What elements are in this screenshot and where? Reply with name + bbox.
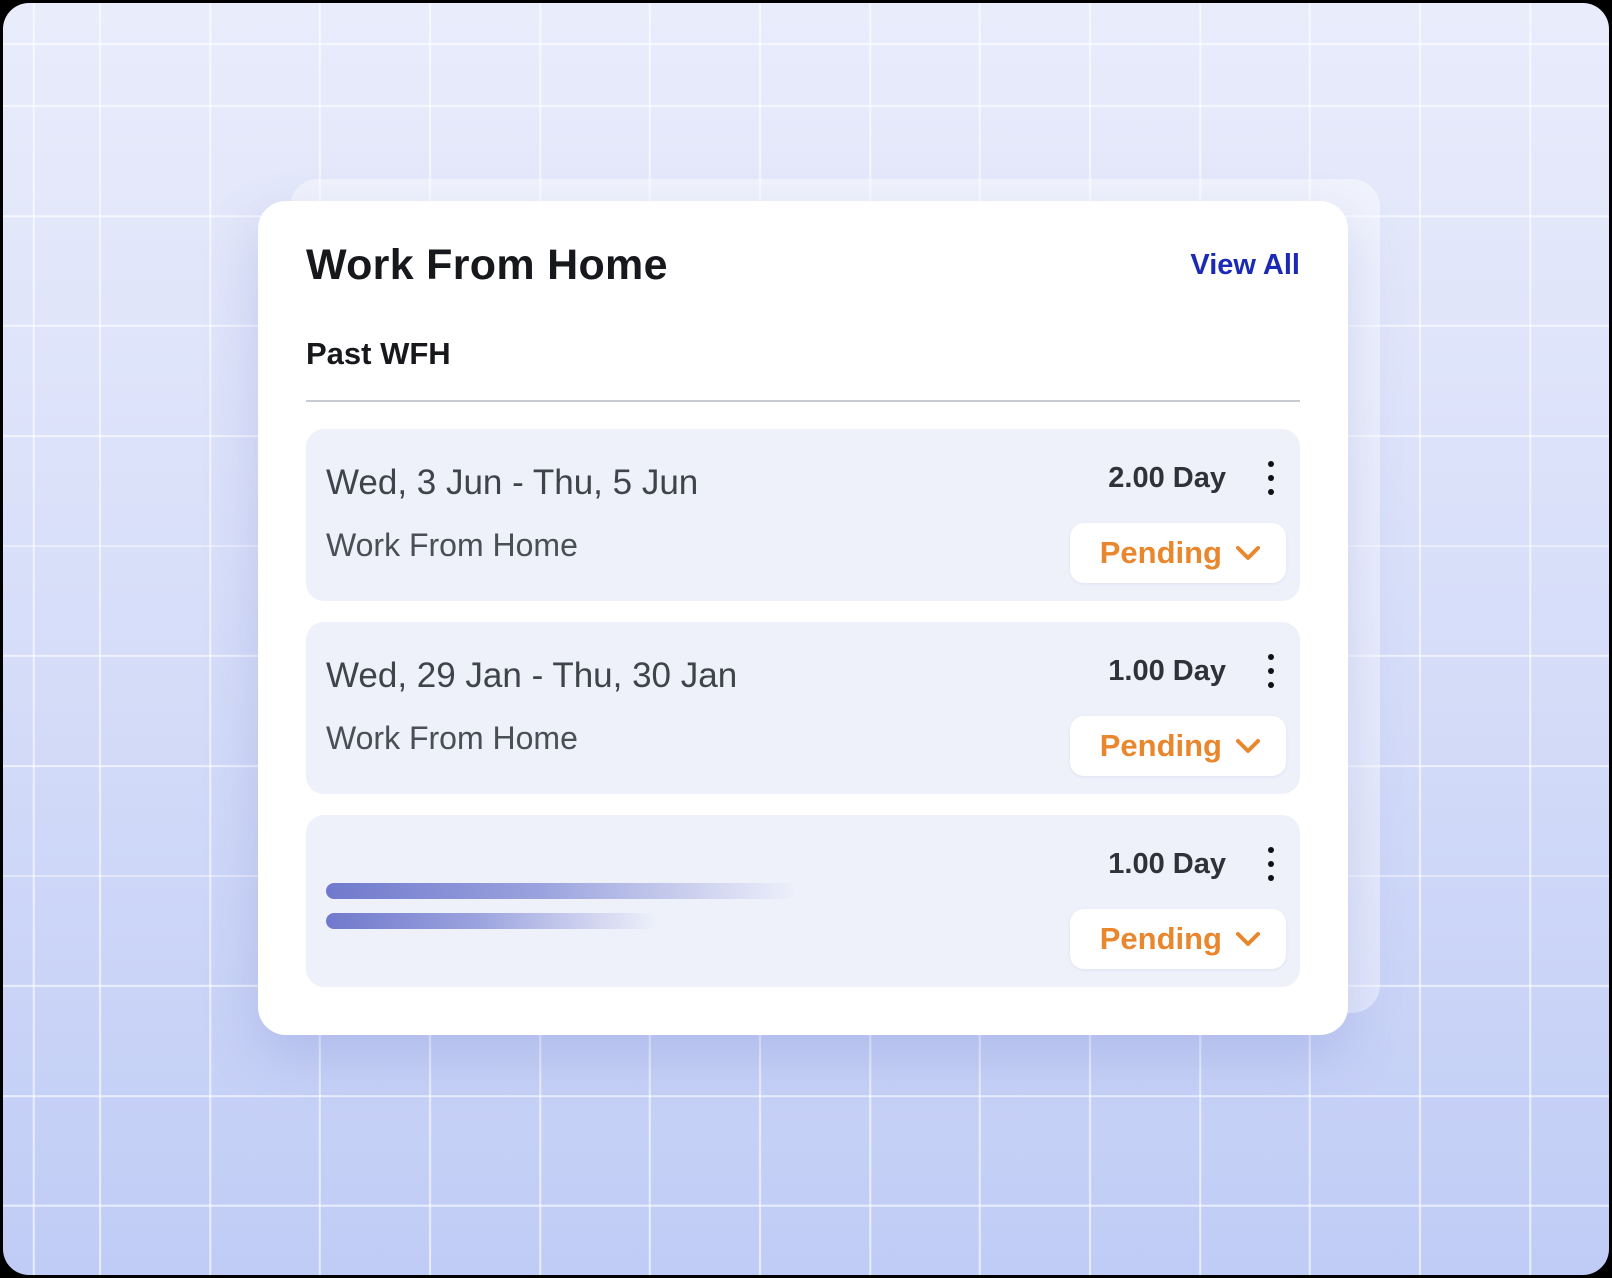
request-date-range: Wed, 29 Jan - Thu, 30 Jan	[326, 655, 738, 695]
duration-and-menu: 1.00 Day	[1108, 841, 1282, 887]
request-duration: 1.00 Day	[1108, 654, 1226, 687]
request-type: Work From Home	[326, 719, 578, 756]
page-background: Work From Home View All Past WFH Wed, 3 …	[3, 3, 1609, 1275]
wfh-request-row: Wed, 3 Jun - Thu, 5 Jun Work From Home 2…	[306, 429, 1300, 601]
request-actions: 1.00 Day Pending	[1069, 644, 1286, 776]
section-label-past-wfh: Past WFH	[306, 336, 451, 371]
request-info-loading	[326, 837, 797, 967]
request-actions: 1.00 Day Pending	[1069, 837, 1286, 969]
chevron-down-icon	[1236, 738, 1260, 753]
page-title: Work From Home	[306, 241, 668, 289]
duration-and-menu: 1.00 Day	[1108, 648, 1282, 694]
request-duration: 2.00 Day	[1108, 461, 1226, 494]
wfh-request-row: Wed, 29 Jan - Thu, 30 Jan Work From Home…	[306, 622, 1300, 794]
card-header: Work From Home View All	[306, 241, 1300, 290]
kebab-menu-icon[interactable]	[1260, 841, 1282, 887]
request-duration: 1.00 Day	[1108, 847, 1226, 880]
loading-skeleton-bar	[326, 883, 797, 899]
loading-skeleton-bar	[326, 913, 657, 929]
request-date-range: Wed, 3 Jun - Thu, 5 Jun	[326, 462, 699, 502]
work-from-home-card: Work From Home View All Past WFH Wed, 3 …	[258, 201, 1348, 1035]
request-type: Work From Home	[326, 526, 578, 563]
duration-and-menu: 2.00 Day	[1108, 455, 1282, 501]
chevron-down-icon	[1236, 545, 1260, 560]
view-all-link[interactable]: View All	[1190, 249, 1300, 281]
kebab-menu-icon[interactable]	[1260, 455, 1282, 501]
wfh-request-row-loading: 1.00 Day Pending	[306, 815, 1300, 987]
status-badge: Pending	[1099, 535, 1222, 570]
request-info: Wed, 3 Jun - Thu, 5 Jun Work From Home	[326, 451, 698, 581]
request-info: Wed, 29 Jan - Thu, 30 Jan Work From Home	[326, 644, 737, 774]
status-dropdown-button[interactable]: Pending	[1069, 716, 1286, 776]
status-badge: Pending	[1099, 921, 1222, 956]
chevron-down-icon	[1236, 931, 1260, 946]
wfh-request-list: Wed, 3 Jun - Thu, 5 Jun Work From Home 2…	[306, 429, 1300, 987]
status-badge: Pending	[1099, 728, 1222, 763]
request-actions: 2.00 Day Pending	[1069, 451, 1286, 583]
kebab-menu-icon[interactable]	[1260, 648, 1282, 694]
status-dropdown-button[interactable]: Pending	[1069, 523, 1286, 583]
status-dropdown-button[interactable]: Pending	[1069, 909, 1286, 969]
section-divider	[306, 400, 1300, 402]
